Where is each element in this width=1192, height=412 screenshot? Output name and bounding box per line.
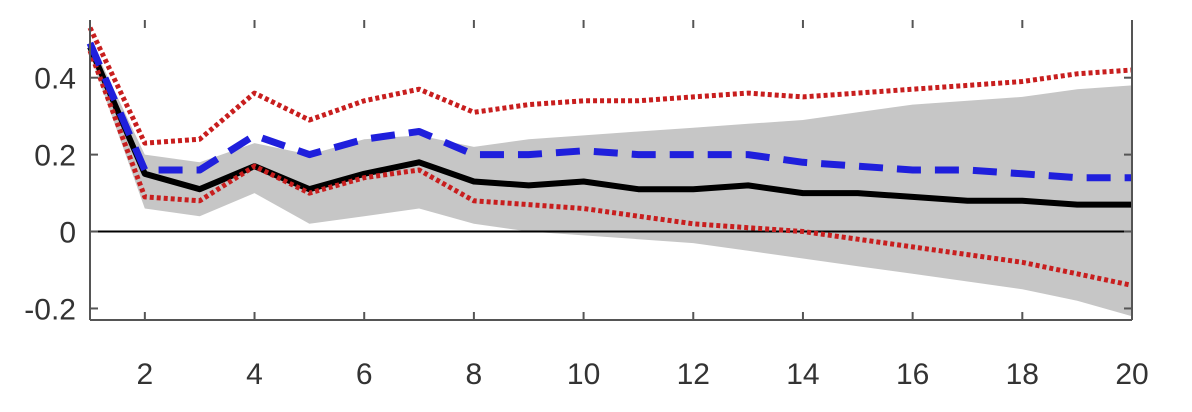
y-tick-label: 0.4 [34,63,76,96]
x-tick-label: 18 [1006,358,1039,391]
x-tick-label: 6 [356,358,373,391]
axes-layer [89,20,1133,321]
x-tick-label: 2 [136,358,153,391]
x-tick-label: 20 [1115,358,1148,391]
confidence-band-layer [90,39,1132,317]
x-tick-label: 4 [246,358,263,391]
x-tick-label: 8 [466,358,483,391]
upper-bound-line [87,26,1133,146]
y-tick-label: 0.2 [34,140,76,173]
x-tick-label: 12 [677,358,710,391]
tick-labels-layer: 2 4 6 8 10 12 14 16 18 20 -0.2 0 0.2 0.4 [24,63,1148,391]
x-tick-label: 10 [567,358,600,391]
y-tick-label: -0.2 [24,293,76,326]
x-tick-label: 16 [896,358,929,391]
point-estimate-line [87,45,1132,208]
confidence-band [90,39,1132,317]
series-layer [86,26,1133,288]
alternative-estimate-line [86,41,1132,182]
y-tick-label: 0 [59,217,76,250]
x-tick-label: 14 [786,358,819,391]
